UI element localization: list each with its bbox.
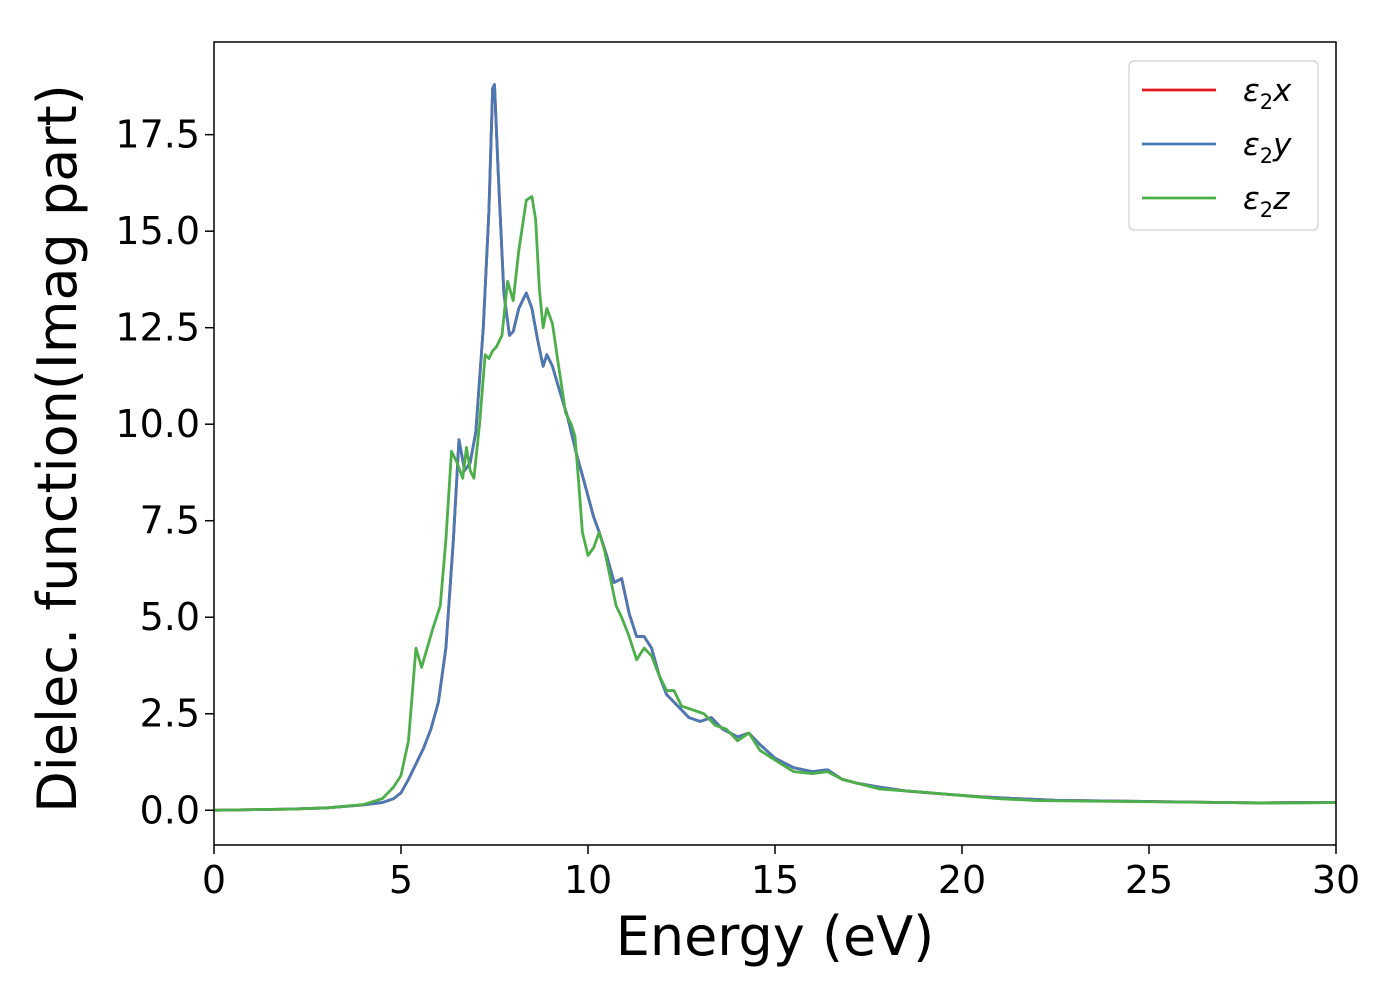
x-tick-label: 10 xyxy=(564,858,612,902)
legend-label-base: ε xyxy=(1243,181,1260,217)
legend-label-z: ε2z xyxy=(1243,181,1290,222)
y-tick-label: 10.0 xyxy=(115,402,200,446)
x-axis: 0 5 10 15 20 25 30 xyxy=(202,845,1360,902)
y-axis: 0.0 2.5 5.0 7.5 10.0 12.5 15.0 17.5 xyxy=(115,113,214,832)
legend-label-subscript: 2 xyxy=(1260,144,1273,168)
series-line-z xyxy=(214,195,1336,812)
x-tick-label: 15 xyxy=(751,858,799,902)
legend-label-subscript: 2 xyxy=(1260,198,1273,222)
y-tick-label: 2.5 xyxy=(140,692,200,736)
legend-box xyxy=(1128,60,1319,231)
y-axis-label: Dielec. function(Imag part) xyxy=(26,84,89,813)
x-tick-label: 25 xyxy=(1125,858,1173,902)
series-layer xyxy=(214,83,1336,812)
y-tick-label: 7.5 xyxy=(140,499,200,543)
x-tick-label: 5 xyxy=(389,858,413,902)
x-tick-label: 30 xyxy=(1312,858,1360,902)
legend-label-base: ε xyxy=(1243,127,1260,163)
x-tick-label: 0 xyxy=(202,858,226,902)
y-tick-label: 15.0 xyxy=(115,209,200,253)
legend-label-subscript: 2 xyxy=(1260,90,1273,114)
x-axis-label: Energy (eV) xyxy=(616,905,935,968)
x-tick-label: 20 xyxy=(938,858,986,902)
y-tick-label: 17.5 xyxy=(115,113,200,157)
y-tick-label: 0.0 xyxy=(140,788,200,832)
y-tick-label: 12.5 xyxy=(115,306,200,350)
legend-label-axis: x xyxy=(1272,73,1292,109)
legend-label-axis: y xyxy=(1272,127,1292,163)
legend-label-axis: z xyxy=(1272,181,1290,217)
legend-label-base: ε xyxy=(1243,73,1260,109)
legend-label-y: ε2y xyxy=(1243,127,1292,168)
legend-label-x: ε2x xyxy=(1243,73,1292,114)
y-tick-label: 5.0 xyxy=(140,595,200,639)
